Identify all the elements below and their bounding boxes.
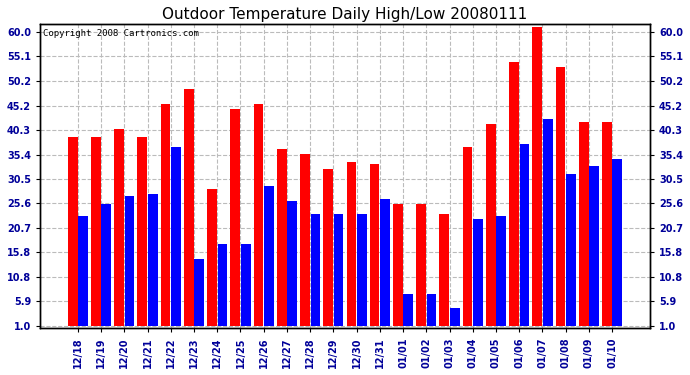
Bar xyxy=(566,174,575,326)
Text: Copyright 2008 Cartronics.com: Copyright 2008 Cartronics.com xyxy=(43,29,199,38)
Bar xyxy=(137,136,147,326)
Bar xyxy=(254,104,264,326)
Bar xyxy=(450,309,460,326)
Bar xyxy=(68,136,77,326)
Bar xyxy=(184,89,194,326)
Bar xyxy=(264,186,274,326)
Bar xyxy=(543,119,553,326)
Bar xyxy=(426,294,436,326)
Bar xyxy=(416,204,426,326)
Bar xyxy=(101,204,111,326)
Bar xyxy=(370,164,380,326)
Bar xyxy=(207,189,217,326)
Bar xyxy=(300,154,310,326)
Bar xyxy=(404,294,413,326)
Bar xyxy=(589,166,599,326)
Bar xyxy=(520,144,529,326)
Bar xyxy=(486,124,495,326)
Bar xyxy=(241,244,250,326)
Bar xyxy=(310,214,320,326)
Bar xyxy=(277,149,286,326)
Bar xyxy=(380,199,390,326)
Bar xyxy=(440,214,449,326)
Bar xyxy=(115,129,124,326)
Bar xyxy=(602,122,612,326)
Bar xyxy=(473,219,483,326)
Bar xyxy=(324,169,333,326)
Bar xyxy=(579,122,589,326)
Bar xyxy=(555,67,565,326)
Bar xyxy=(217,244,228,326)
Bar xyxy=(78,216,88,326)
Bar xyxy=(230,109,240,326)
Title: Outdoor Temperature Daily High/Low 20080111: Outdoor Temperature Daily High/Low 20080… xyxy=(162,7,528,22)
Bar xyxy=(195,259,204,326)
Bar xyxy=(334,214,344,326)
Bar xyxy=(532,27,542,326)
Bar xyxy=(357,214,366,326)
Bar xyxy=(161,104,170,326)
Bar xyxy=(496,216,506,326)
Bar xyxy=(91,136,101,326)
Bar xyxy=(509,62,519,326)
Bar xyxy=(393,204,403,326)
Bar xyxy=(171,147,181,326)
Bar xyxy=(148,194,158,326)
Bar xyxy=(287,201,297,326)
Bar xyxy=(346,162,356,326)
Bar xyxy=(462,147,473,326)
Bar xyxy=(613,159,622,326)
Bar xyxy=(125,196,135,326)
